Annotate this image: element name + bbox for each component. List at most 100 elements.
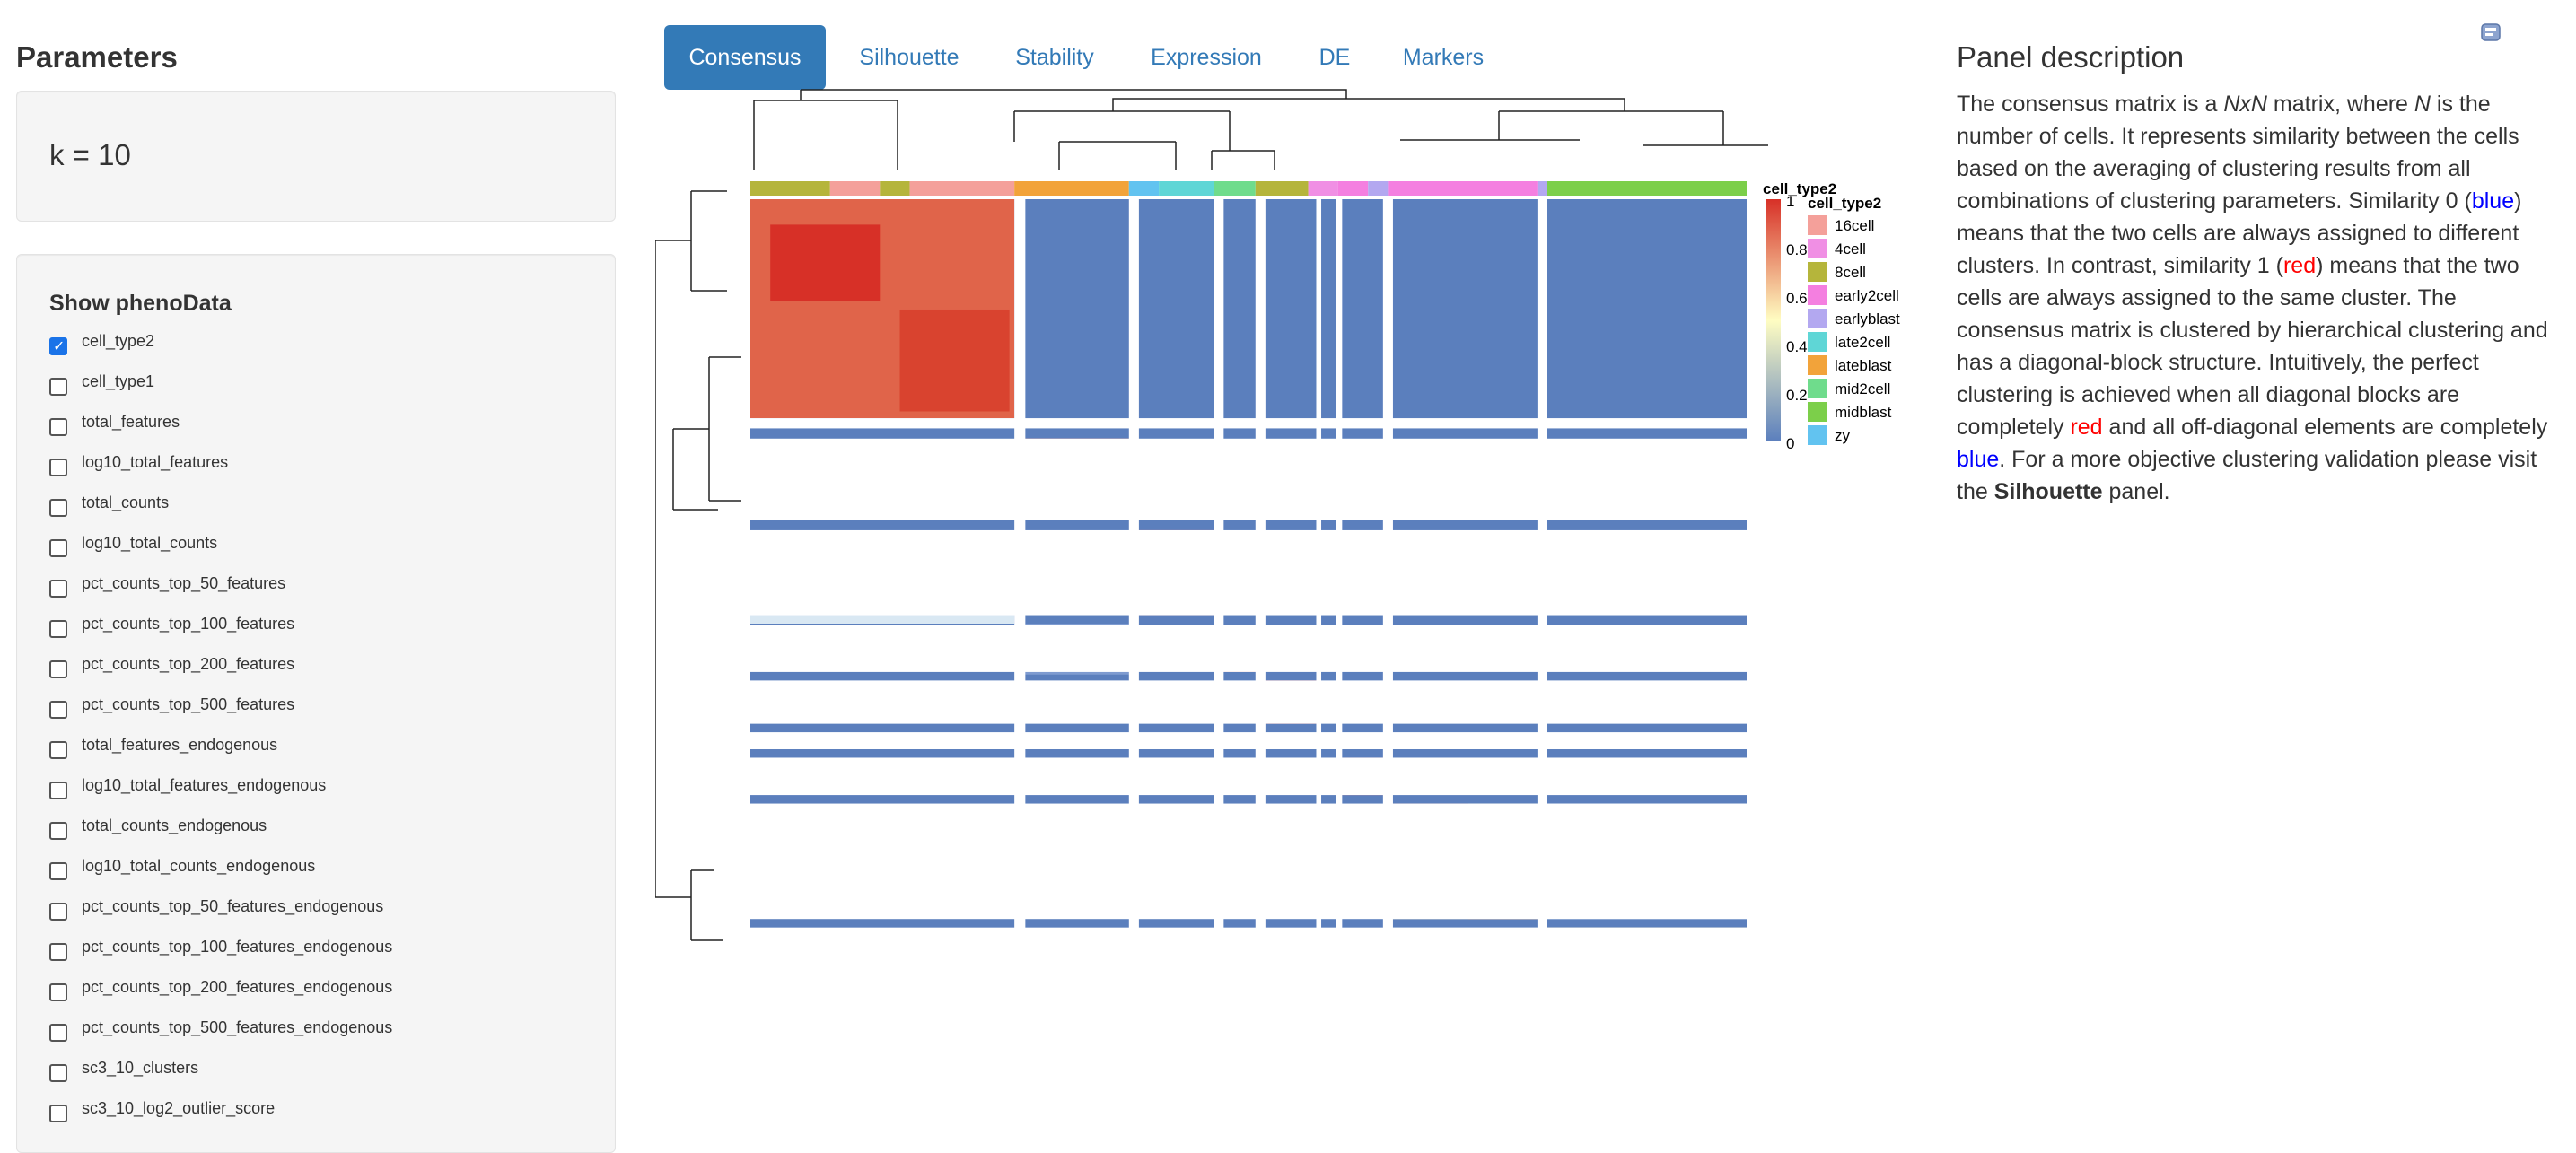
heatmap-block-1-core — [899, 309, 1010, 412]
annotation-segment — [1014, 181, 1129, 196]
phenodata-checkbox[interactable] — [49, 862, 67, 880]
busy-indicator-icon — [2481, 23, 2501, 41]
description-text: matrix, where — [2266, 92, 2414, 117]
legend-swatch — [1808, 402, 1827, 422]
phenodata-checkbox[interactable] — [49, 903, 67, 921]
annotation-segment — [1537, 181, 1547, 196]
description-blue-word: blue — [2471, 188, 2515, 214]
annotation-segment — [1388, 181, 1538, 196]
heatmap-gap-row — [750, 625, 1747, 672]
phenodata-checkbox[interactable] — [49, 459, 67, 476]
phenodata-label: sc3_10_log2_outlier_score — [82, 1099, 276, 1117]
phenodata-label: log10_total_counts_endogenous — [82, 857, 316, 875]
phenodata-checkbox[interactable] — [49, 1024, 67, 1042]
description-text: is the number of cells. It represents si… — [1957, 92, 2519, 214]
legend-swatch — [1808, 309, 1827, 328]
phenodata-well: Show phenoData cell_type2 cell_type1total… — [16, 254, 616, 1153]
annotation-segment — [909, 181, 1015, 196]
color-scale-tick: 0.2 — [1786, 387, 1808, 404]
cell-type-legend-title: cell_type2 — [1808, 195, 1881, 212]
phenodata-label: sc3_10_clusters — [82, 1059, 199, 1077]
tab-markers[interactable]: Markers — [1402, 45, 1485, 70]
phenodata-checkbox[interactable] — [49, 580, 67, 598]
legend-swatch — [1808, 239, 1827, 258]
heatmap-block-1-core — [770, 224, 881, 301]
color-scale-tick: 0.6 — [1786, 290, 1808, 307]
heatmap-gap-row — [750, 732, 1747, 750]
phenodata-checkbox[interactable] — [49, 741, 67, 759]
tab-silhouette[interactable]: Silhouette — [859, 45, 959, 70]
phenodata-label: pct_counts_top_50_features — [82, 574, 286, 592]
phenodata-checkbox[interactable] — [49, 1064, 67, 1082]
column-dendrogram — [753, 89, 1768, 170]
phenodata-title: Show phenoData — [49, 291, 232, 316]
legend-swatch — [1808, 215, 1827, 235]
phenodata-label: total_features — [82, 413, 180, 431]
heatmap-gap-column — [1336, 199, 1343, 1048]
heatmap-gap-row — [750, 418, 1747, 429]
annotation-title: cell_type2 — [1763, 180, 1836, 197]
legend-label: 8cell — [1835, 264, 1866, 281]
row-dendrogram — [655, 190, 741, 941]
heatmap-gap-column — [1382, 199, 1393, 1048]
phenodata-label: pct_counts_top_500_features_endogenous — [82, 1018, 393, 1036]
annotation-segment — [1368, 181, 1389, 196]
description-red-word: red — [2070, 415, 2103, 440]
heatmap-gap-row — [750, 680, 1747, 724]
color-scale-tick: 0.4 — [1786, 338, 1808, 355]
phenodata-checkbox[interactable] — [49, 378, 67, 396]
phenodata-label: cell_type1 — [82, 372, 155, 390]
description-text: The consensus matrix is a — [1957, 92, 2224, 117]
phenodata-label: total_counts_endogenous — [82, 817, 267, 834]
phenodata-checkbox[interactable] — [49, 499, 67, 517]
phenodata-checkbox[interactable] — [49, 943, 67, 961]
annotation-segment — [1547, 181, 1747, 196]
legend-label: 4cell — [1835, 240, 1866, 258]
tab-de[interactable]: DE — [1319, 45, 1351, 70]
legend-label: late2cell — [1835, 334, 1890, 351]
tab-expression[interactable]: Expression — [1151, 45, 1262, 70]
phenodata-checkbox[interactable] — [49, 701, 67, 719]
heatmap-gap-row — [750, 438, 1747, 520]
phenodata-checkbox[interactable] — [49, 660, 67, 678]
annotation-segment — [829, 181, 881, 196]
description-text: . For a more objective clustering valida… — [1957, 447, 2537, 504]
phenodata-checkbox[interactable] — [49, 822, 67, 840]
heatmap-gap-row — [750, 529, 1747, 616]
legend-swatch — [1808, 355, 1827, 375]
description-body: The consensus matrix is a NxN matrix, wh… — [1957, 88, 2558, 508]
phenodata-checkbox[interactable] — [49, 1105, 67, 1122]
phenodata-checkbox[interactable] — [49, 620, 67, 638]
phenodata-label: pct_counts_top_100_features — [82, 615, 295, 633]
phenodata-label: log10_total_counts — [82, 534, 218, 552]
heatmap-gap-column — [1128, 199, 1139, 1048]
annotation-segment — [1308, 181, 1338, 196]
phenodata-checkbox[interactable] — [49, 782, 67, 799]
tab-stability[interactable]: Stability — [1015, 45, 1094, 70]
annotation-segment — [1255, 181, 1309, 196]
heatmap-gap-column — [1014, 199, 1026, 1048]
phenodata-checkbox[interactable] — [49, 983, 67, 1001]
phenodata-label: pct_counts_top_500_features — [82, 695, 295, 713]
phenodata-checkbox[interactable] — [49, 418, 67, 436]
description-text: and all off-diagonal elements are comple… — [2102, 415, 2548, 440]
annotation-segment — [1214, 181, 1256, 196]
consensus-heatmap: cell_type210.80.60.40.20cell_type216cell… — [655, 89, 1900, 1048]
description-n: N — [2414, 92, 2431, 117]
annotation-segment — [1159, 181, 1214, 196]
phenodata-checkbox[interactable] — [49, 337, 67, 355]
description-title: Panel description — [1957, 40, 2185, 74]
heatmap-gap-row — [750, 927, 1747, 1048]
phenodata-label: pct_counts_top_50_features_endogenous — [82, 897, 384, 915]
legend-swatch — [1808, 379, 1827, 398]
color-scale-tick: 1 — [1786, 193, 1794, 210]
legend-label: lateblast — [1835, 357, 1892, 374]
color-scale-tick: 0 — [1786, 435, 1794, 452]
phenodata-checkbox[interactable] — [49, 539, 67, 557]
legend-swatch — [1808, 262, 1827, 282]
parameters-title: Parameters — [16, 40, 178, 74]
parameters-sidebar: Parameters k = 10 Show phenoData cell_ty… — [16, 0, 616, 1153]
legend-label: mid2cell — [1835, 380, 1890, 397]
heatmap-gap-column — [1537, 199, 1547, 1048]
tab-consensus[interactable]: Consensus — [664, 25, 826, 90]
